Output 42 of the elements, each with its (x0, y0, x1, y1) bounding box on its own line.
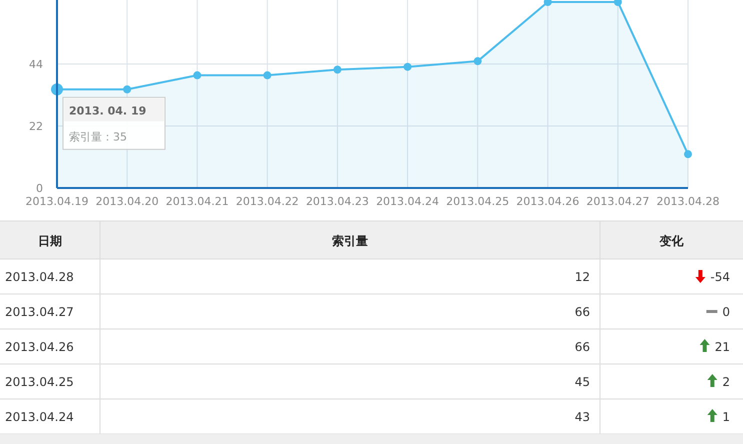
point (193, 71, 202, 80)
text: -54 (710, 270, 730, 284)
x-tick-label: 2013.04.26 (516, 195, 580, 208)
point (684, 150, 692, 158)
text: 66 (574, 305, 590, 319)
text: 2013.04.28 (5, 270, 74, 284)
point (263, 71, 272, 80)
point (333, 66, 342, 74)
x-tick-label: 2013.04.28 (656, 195, 720, 208)
annotation: 2013. 04. 19 (69, 104, 146, 118)
point (123, 85, 132, 94)
x-tick-label: 2013.04.22 (236, 195, 299, 208)
y-tick-label: 22 (29, 120, 43, 133)
text: 21 (714, 340, 730, 354)
point (474, 57, 482, 66)
text: 66 (574, 340, 590, 354)
text: 2 (722, 375, 730, 389)
x-tick-label: 2013.04.21 (166, 195, 229, 208)
point (614, 0, 622, 6)
text: 2013.04.26 (5, 340, 74, 354)
text: 2013.04.24 (5, 410, 74, 424)
x-tick-label: 2013.04.23 (306, 195, 369, 208)
x-tick-label: 2013.04.25 (446, 195, 510, 208)
annotation: 索引量：35 (69, 130, 127, 144)
text: 索引量 (332, 234, 368, 248)
text: 1 (722, 410, 730, 424)
x-tick-label: 2013.04.20 (96, 195, 159, 208)
text: 43 (574, 410, 590, 424)
point (404, 62, 412, 71)
x-tick-label: 2013.04.24 (376, 195, 440, 208)
text: 12 (574, 270, 590, 284)
text: 2013.04.25 (5, 375, 74, 389)
text: 45 (574, 375, 590, 389)
text: 0 (722, 305, 730, 319)
text: 变化 (658, 234, 684, 248)
x-tick-label: 2013.04.27 (586, 195, 650, 208)
text: 2013.04.27 (5, 305, 74, 319)
y-tick-label: 0 (36, 182, 43, 195)
x-tick-label: 2013.04.19 (26, 195, 88, 208)
y-tick-label: 44 (29, 58, 43, 71)
text: 日期 (38, 234, 62, 248)
point (544, 0, 552, 6)
